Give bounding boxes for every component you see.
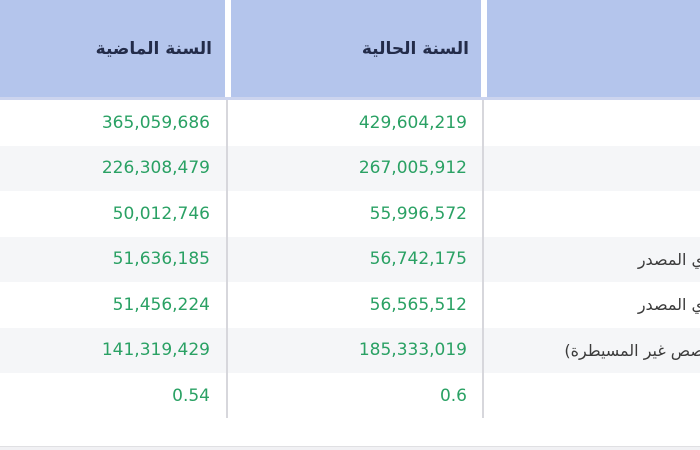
previous-year-value: 226,308,479 bbox=[101, 158, 210, 179]
row-label-cell: صص غير المسيطرة) bbox=[483, 328, 700, 374]
column-header-current-year-label: السنة الحالية bbox=[361, 38, 469, 59]
current-year-value: 267,005,912 bbox=[358, 158, 467, 179]
current-year-value-cell: 429,604,219 bbox=[227, 100, 483, 146]
table-row: 141,319,429 185,333,019 صص غير المسيطرة) bbox=[0, 327, 700, 374]
table-row: 51,636,185 56,742,175 ي المصدر bbox=[0, 236, 700, 283]
table-row: 50,012,746 55,996,572 bbox=[0, 191, 700, 237]
previous-year-value: 51,636,185 bbox=[112, 249, 210, 270]
table-row: 365,059,686 429,604,219 bbox=[0, 100, 700, 146]
next-section-divider bbox=[0, 446, 700, 450]
table-row: 51,456,224 56,565,512 ي المصدر bbox=[0, 282, 700, 328]
row-label-text: صص غير المسيطرة) bbox=[564, 340, 700, 360]
current-year-value-cell: 267,005,912 bbox=[227, 146, 483, 192]
column-header-previous-year-label: السنة الماضية bbox=[95, 38, 212, 59]
previous-year-value-cell: 365,059,686 bbox=[0, 100, 227, 146]
current-year-value: 56,742,175 bbox=[369, 249, 467, 270]
previous-year-value-cell: 0.54 bbox=[0, 373, 227, 419]
row-label-cell bbox=[483, 146, 700, 192]
current-year-value-cell: 0.6 bbox=[227, 373, 483, 419]
current-year-value: 0.6 bbox=[439, 385, 467, 406]
column-header-current-year: السنة الحالية bbox=[231, 0, 481, 97]
previous-year-value-cell: 51,456,224 bbox=[0, 282, 227, 328]
column-separator bbox=[482, 100, 484, 418]
column-header-previous-year: السنة الماضية bbox=[0, 0, 225, 97]
current-year-value: 56,565,512 bbox=[369, 294, 467, 315]
previous-year-value: 50,012,746 bbox=[112, 203, 210, 224]
current-year-value-cell: 185,333,019 bbox=[227, 328, 483, 374]
table-row: 226,308,479 267,005,912 bbox=[0, 145, 700, 192]
current-year-value-cell: 56,742,175 bbox=[227, 237, 483, 283]
previous-year-value-cell: 141,319,429 bbox=[0, 328, 227, 374]
previous-year-value-cell: 50,012,746 bbox=[0, 191, 227, 237]
table-row: 0.54 0.6 bbox=[0, 373, 700, 419]
previous-year-value-cell: 226,308,479 bbox=[0, 146, 227, 192]
previous-year-value: 365,059,686 bbox=[101, 112, 210, 133]
previous-year-value: 51,456,224 bbox=[112, 294, 210, 315]
column-header-row-labels bbox=[487, 0, 700, 97]
row-label-text: ي المصدر bbox=[637, 249, 700, 269]
row-label-cell bbox=[483, 373, 700, 419]
current-year-value-cell: 55,996,572 bbox=[227, 191, 483, 237]
current-year-value: 429,604,219 bbox=[358, 112, 467, 133]
previous-year-value: 0.54 bbox=[172, 385, 210, 406]
current-year-value-cell: 56,565,512 bbox=[227, 282, 483, 328]
current-year-value: 55,996,572 bbox=[369, 203, 467, 224]
header-underline bbox=[0, 97, 700, 100]
row-label-cell: ي المصدر bbox=[483, 282, 700, 328]
row-label-cell bbox=[483, 100, 700, 146]
previous-year-value-cell: 51,636,185 bbox=[0, 237, 227, 283]
row-label-text: ي المصدر bbox=[637, 295, 700, 315]
row-label-cell bbox=[483, 191, 700, 237]
column-separator bbox=[226, 100, 228, 418]
table-body: 365,059,686 429,604,219 226,308,479 267,… bbox=[0, 100, 700, 419]
row-label-cell: ي المصدر bbox=[483, 237, 700, 283]
previous-year-value: 141,319,429 bbox=[101, 340, 210, 361]
current-year-value: 185,333,019 bbox=[358, 340, 467, 361]
